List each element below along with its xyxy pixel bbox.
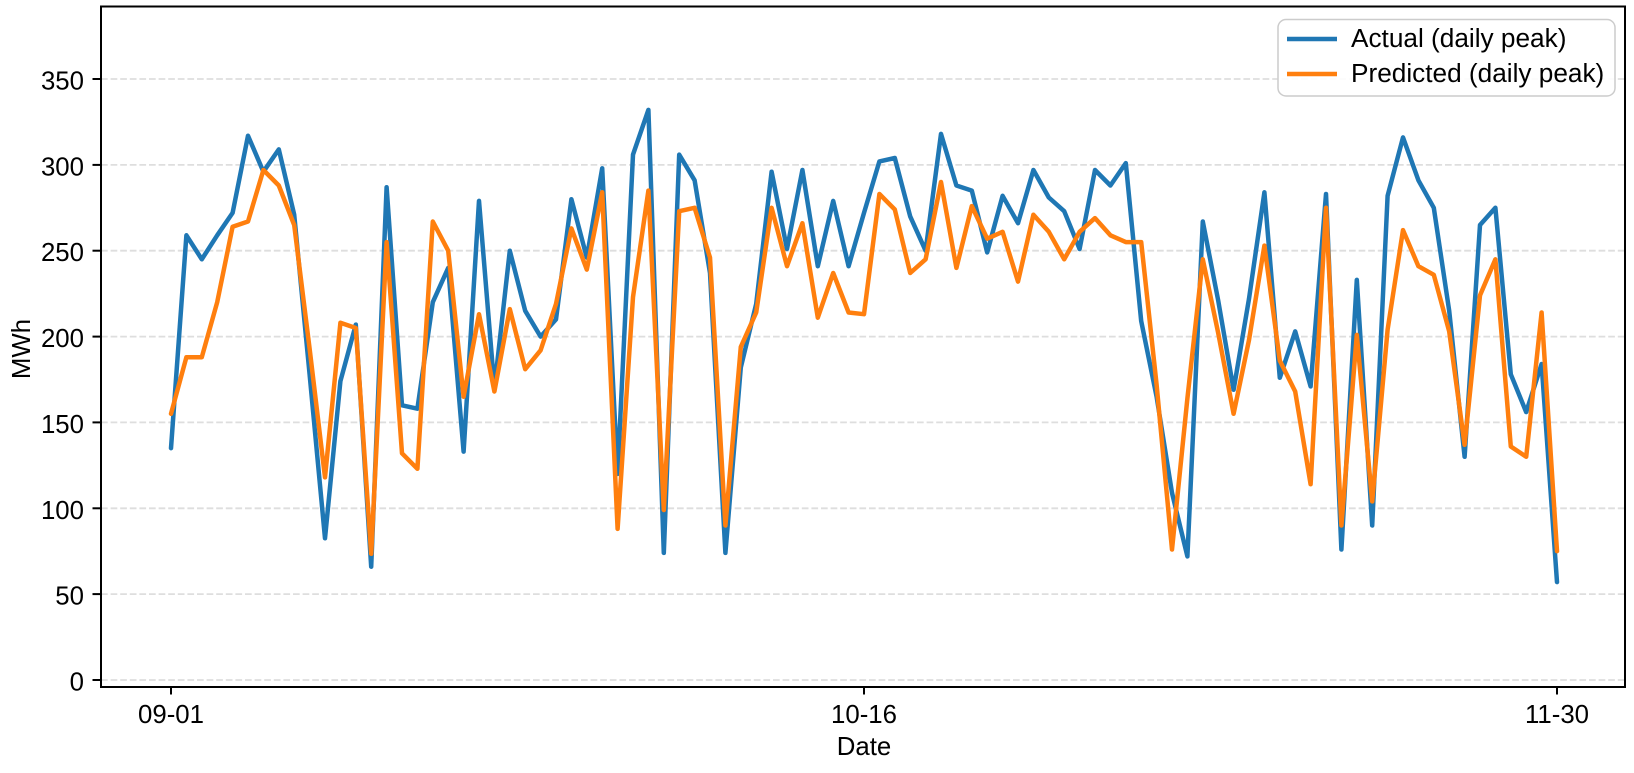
svg-text:200: 200 (41, 325, 84, 353)
svg-text:10-16: 10-16 (831, 701, 897, 729)
svg-text:100: 100 (41, 497, 84, 525)
svg-text:Predicted (daily peak): Predicted (daily peak) (1351, 58, 1604, 88)
svg-text:11-30: 11-30 (1525, 701, 1589, 729)
svg-text:350: 350 (41, 68, 84, 96)
svg-text:300: 300 (41, 153, 84, 181)
svg-text:MWh: MWh (8, 319, 36, 379)
svg-text:Date: Date (837, 733, 892, 761)
svg-text:250: 250 (41, 239, 84, 267)
svg-text:50: 50 (55, 583, 84, 611)
svg-text:09-01: 09-01 (138, 701, 204, 729)
svg-text:0: 0 (70, 669, 84, 697)
svg-text:Actual (daily peak): Actual (daily peak) (1351, 23, 1566, 53)
svg-text:150: 150 (41, 411, 84, 439)
